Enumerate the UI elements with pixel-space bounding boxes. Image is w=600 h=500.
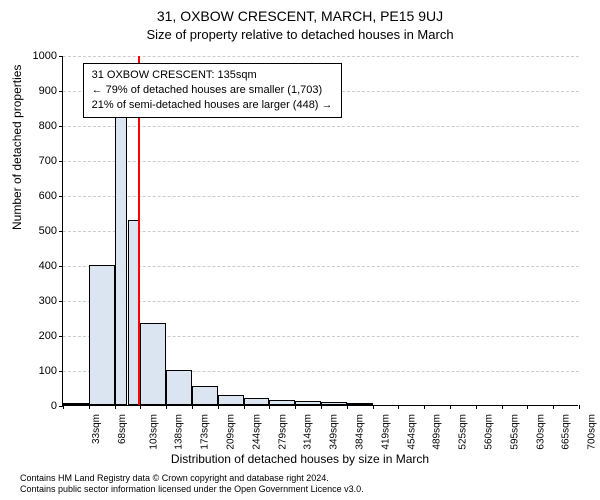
ytick-label: 700 (17, 155, 57, 167)
ytick-label: 400 (17, 260, 57, 272)
xtick-mark (244, 405, 245, 409)
xtick-mark (63, 405, 64, 409)
xtick-mark (321, 405, 322, 409)
xtick-mark (553, 405, 554, 409)
xtick-mark (140, 405, 141, 409)
gridline (63, 231, 579, 232)
xtick-mark (579, 405, 580, 409)
footer-attribution: Contains HM Land Registry data © Crown c… (20, 473, 364, 496)
xtick-mark (192, 405, 193, 409)
xtick-mark (295, 405, 296, 409)
gridline (63, 266, 579, 267)
xtick-label: 244sqm (251, 414, 262, 450)
xtick-label: 384sqm (355, 414, 366, 450)
xtick-mark (115, 405, 116, 409)
xtick-mark (347, 405, 348, 409)
xtick-mark (166, 405, 167, 409)
ytick-mark (59, 336, 63, 337)
xtick-label: 103sqm (148, 414, 159, 450)
histogram-bar (321, 402, 347, 406)
xtick-label: 489sqm (432, 414, 443, 450)
xtick-label: 665sqm (561, 414, 572, 450)
ytick-mark (59, 161, 63, 162)
histogram-bar (140, 323, 166, 405)
xtick-mark (373, 405, 374, 409)
gridline (63, 161, 579, 162)
xtick-label: 349sqm (329, 414, 340, 450)
xtick-label: 525sqm (458, 414, 469, 450)
histogram-bar (244, 398, 270, 405)
gridline (63, 126, 579, 127)
annotation-line: 31 OXBOW CRESCENT: 135sqm (92, 68, 333, 83)
ytick-label: 800 (17, 120, 57, 132)
ytick-label: 0 (17, 400, 57, 412)
histogram-bar (166, 370, 192, 405)
footer-line-2: Contains public sector information licen… (20, 484, 364, 496)
x-axis-label: Distribution of detached houses by size … (0, 452, 600, 466)
histogram-bar (347, 403, 373, 405)
histogram-bar (63, 403, 89, 405)
ytick-label: 500 (17, 225, 57, 237)
annotation-line: ← 79% of detached houses are smaller (1,… (92, 83, 333, 98)
gridline (63, 196, 579, 197)
ytick-mark (59, 56, 63, 57)
ytick-mark (59, 126, 63, 127)
xtick-label: 314sqm (303, 414, 314, 450)
histogram-bar (192, 386, 218, 405)
xtick-label: 209sqm (226, 414, 237, 450)
ytick-mark (59, 91, 63, 92)
footer-line-1: Contains HM Land Registry data © Crown c… (20, 473, 364, 485)
chart-title-main: 31, OXBOW CRESCENT, MARCH, PE15 9UJ (0, 0, 600, 24)
xtick-mark (218, 405, 219, 409)
annotation-box: 31 OXBOW CRESCENT: 135sqm← 79% of detach… (83, 63, 342, 118)
ytick-label: 900 (17, 85, 57, 97)
histogram-bar (115, 115, 128, 406)
ytick-label: 100 (17, 365, 57, 377)
ytick-label: 300 (17, 295, 57, 307)
xtick-mark (269, 405, 270, 409)
xtick-label: 595sqm (509, 414, 520, 450)
histogram-bar (269, 400, 295, 405)
xtick-mark (502, 405, 503, 409)
xtick-label: 560sqm (484, 414, 495, 450)
xtick-label: 454sqm (406, 414, 417, 450)
xtick-mark (527, 405, 528, 409)
ytick-label: 600 (17, 190, 57, 202)
xtick-label: 33sqm (91, 414, 102, 444)
chart-container: 31, OXBOW CRESCENT, MARCH, PE15 9UJ Size… (0, 0, 600, 500)
ytick-label: 200 (17, 330, 57, 342)
xtick-label: 419sqm (380, 414, 391, 450)
xtick-mark (476, 405, 477, 409)
chart-plot-area: 0100200300400500600700800900100033sqm68s… (62, 56, 578, 406)
xtick-mark (89, 405, 90, 409)
xtick-mark (424, 405, 425, 409)
annotation-line: 21% of semi-detached houses are larger (… (92, 98, 333, 113)
xtick-label: 630sqm (535, 414, 546, 450)
ytick-mark (59, 371, 63, 372)
xtick-mark (398, 405, 399, 409)
gridline (63, 301, 579, 302)
gridline (63, 56, 579, 57)
ytick-mark (59, 231, 63, 232)
histogram-bar (218, 395, 244, 406)
xtick-mark (450, 405, 451, 409)
chart-title-sub: Size of property relative to detached ho… (0, 24, 600, 42)
xtick-label: 279sqm (277, 414, 288, 450)
histogram-bar (89, 265, 115, 405)
ytick-label: 1000 (17, 50, 57, 62)
ytick-mark (59, 266, 63, 267)
ytick-mark (59, 301, 63, 302)
histogram-bar (295, 401, 321, 405)
xtick-label: 173sqm (200, 414, 211, 450)
ytick-mark (59, 196, 63, 197)
xtick-label: 700sqm (587, 414, 598, 450)
xtick-label: 68sqm (117, 414, 128, 444)
xtick-label: 138sqm (174, 414, 185, 450)
